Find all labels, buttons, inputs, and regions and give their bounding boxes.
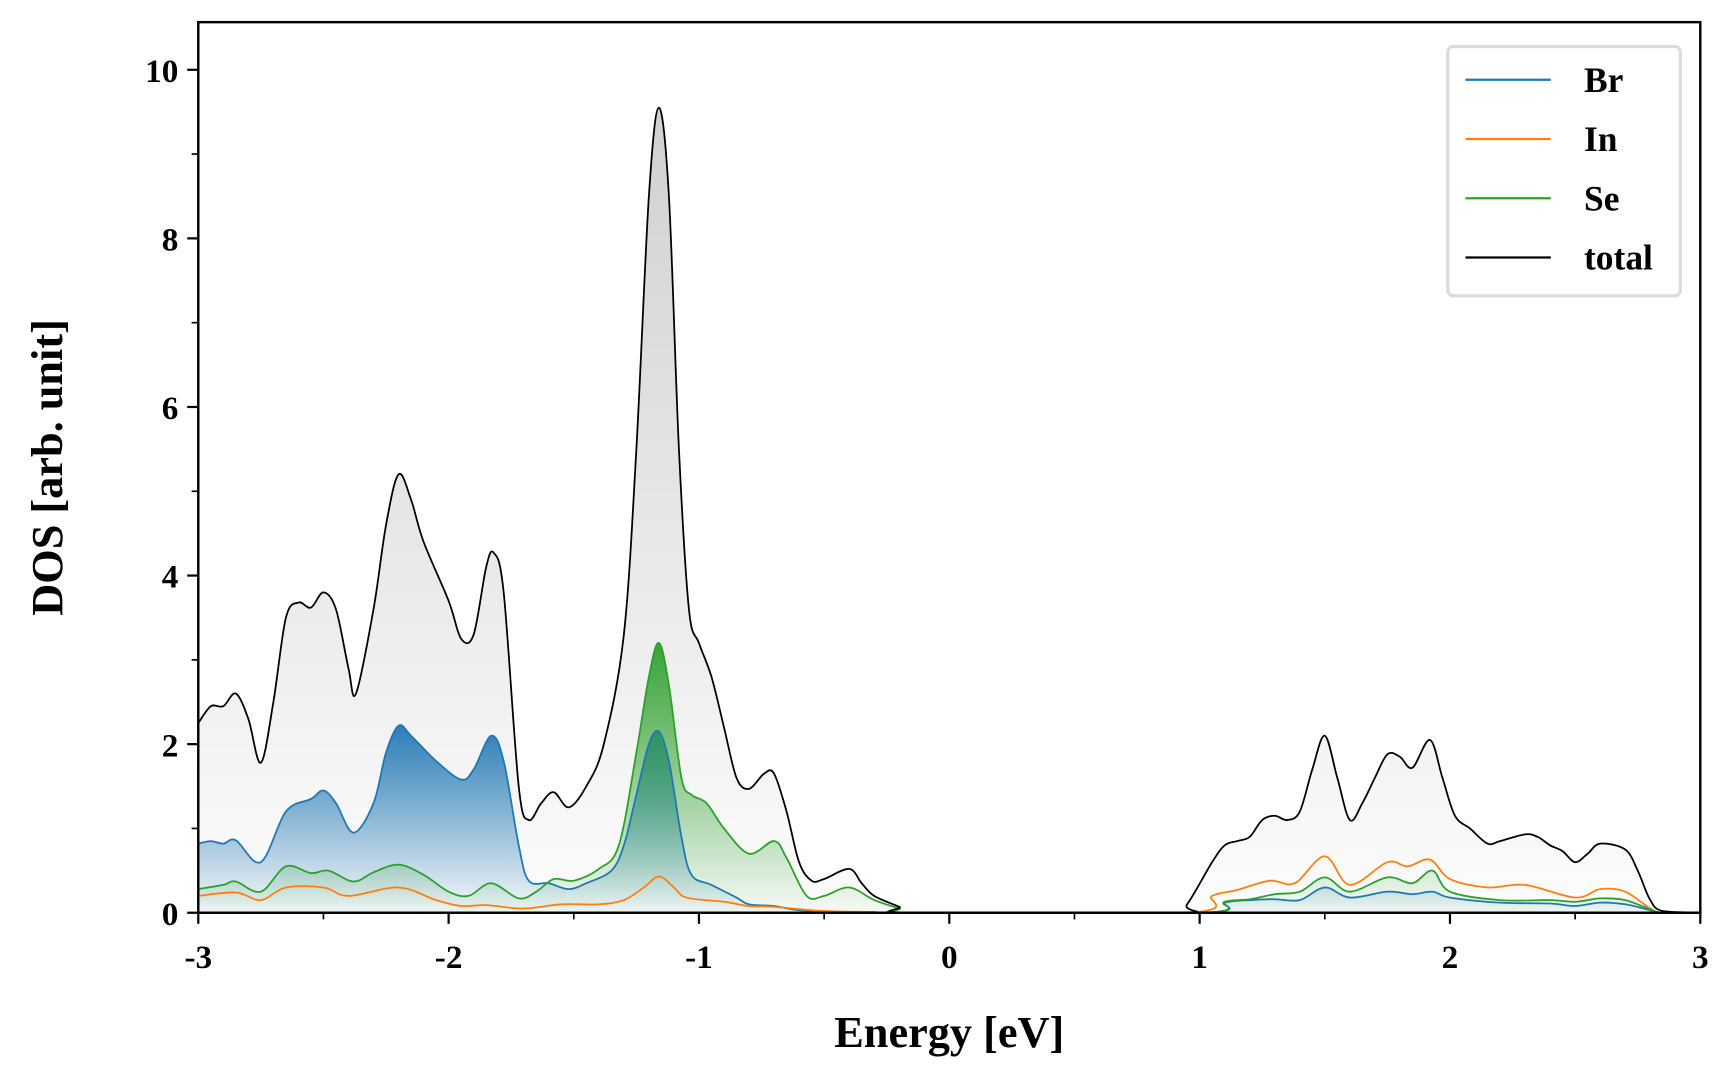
x-tick-label: 1 (1191, 939, 1208, 976)
x-axis-label: Energy [eV] (834, 1008, 1064, 1057)
x-tick-label: -2 (435, 939, 463, 976)
legend: Br In Se total (1446, 44, 1683, 298)
y-tick-label: 2 (162, 727, 179, 764)
y-tick-label: 10 (145, 53, 178, 90)
area-fill-se (198, 642, 1701, 913)
legend-label-total: total (1584, 238, 1653, 278)
legend-label-br: Br (1584, 60, 1623, 100)
y-axis-label: DOS [arb. unit] (23, 319, 72, 616)
y-tick-label: 0 (162, 896, 179, 933)
series-lines (197, 106, 1701, 914)
legend-label-in: In (1584, 119, 1618, 159)
legend-label-se: Se (1584, 178, 1619, 218)
x-tick-label: 2 (1442, 939, 1459, 976)
x-tick-label: -1 (685, 939, 713, 976)
area-fills (198, 107, 1701, 913)
axis-ticks: -3 -2 -1 0 1 2 3 0 2 4 6 8 10 (145, 53, 1708, 976)
legend-box (1446, 44, 1683, 298)
y-tick-label: 8 (162, 222, 179, 259)
series-line-se (198, 642, 1701, 914)
x-tick-label: -3 (184, 939, 212, 976)
y-tick-label: 6 (162, 390, 179, 427)
y-tick-label: 4 (162, 559, 179, 596)
x-tick-label: 3 (1692, 939, 1709, 976)
series-line-br (198, 724, 1701, 914)
series-line-total (197, 106, 1701, 914)
x-tick-label: 0 (941, 939, 958, 976)
